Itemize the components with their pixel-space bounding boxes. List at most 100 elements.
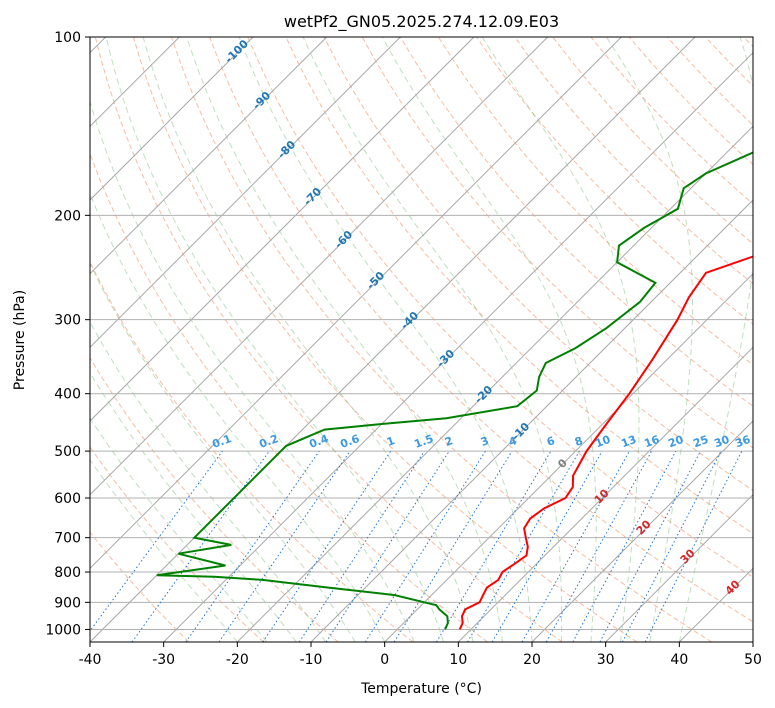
dry-adiabat xyxy=(399,37,753,407)
isotherm xyxy=(90,37,401,349)
mixing-ratio-line xyxy=(364,450,486,642)
isotherm xyxy=(90,37,696,642)
plot-frame xyxy=(89,36,754,643)
x-tick-label: -20 xyxy=(226,652,249,668)
mixing-ratio-line xyxy=(393,450,513,642)
dry-adiabat xyxy=(90,152,488,642)
dry-adiabat xyxy=(437,37,753,366)
moist-adiabat xyxy=(90,321,327,642)
mixing-ratio-label: 36 xyxy=(733,433,752,451)
moist-adiabat xyxy=(105,37,445,642)
moist-adiabat xyxy=(186,37,503,642)
isotherm xyxy=(384,272,753,642)
dewpoint-profile xyxy=(156,151,753,630)
mixing-ratio-label: 10 xyxy=(593,433,612,451)
moist-adiabat xyxy=(481,37,640,642)
mixing-ratio-label: 3 xyxy=(479,434,491,449)
y-tick-label: 600 xyxy=(54,491,81,507)
y-tick-label: 200 xyxy=(54,208,81,224)
dry-adiabat xyxy=(514,37,753,285)
y-tick-label: 100 xyxy=(54,30,81,46)
moist-adiabat xyxy=(606,37,693,642)
profile-lines xyxy=(156,151,753,630)
temperature-profile xyxy=(458,255,753,630)
isotherm xyxy=(90,37,475,422)
isotherm xyxy=(531,420,753,642)
moist-adiabat xyxy=(678,37,753,642)
isotherm xyxy=(457,346,753,642)
isotherm xyxy=(90,37,254,201)
moist-adiabat xyxy=(90,262,356,642)
isotherm xyxy=(236,125,753,642)
mixing-ratio-label: 8 xyxy=(573,434,585,449)
y-tick-label: 300 xyxy=(54,313,81,329)
moist-adiabat xyxy=(90,459,238,642)
mixing-ratio-line xyxy=(435,450,552,642)
y-tick-label: 900 xyxy=(54,595,81,611)
x-tick-label: -10 xyxy=(300,652,323,668)
moist-adiabat xyxy=(238,37,533,642)
plot-area: -100-90-80-70-60-50-40-30-20-10010203040… xyxy=(90,37,753,642)
moist-adiabat xyxy=(90,192,386,642)
x-tick-label: 20 xyxy=(523,652,541,668)
moist-adiabat xyxy=(302,37,563,642)
dry-adiabat xyxy=(361,37,753,449)
mixing-ratio-label: 0.6 xyxy=(338,432,361,451)
x-tick-label: 40 xyxy=(670,652,688,668)
mixing-ratio-label: 0.2 xyxy=(257,432,280,451)
mixing-ratio-label: 20 xyxy=(666,433,685,451)
moist-adiabat xyxy=(90,417,268,642)
dry-adiabat xyxy=(90,446,264,642)
dry-adiabat xyxy=(132,37,638,642)
mixing-ratio-label: 13 xyxy=(619,433,638,450)
dry-adiabat xyxy=(209,37,753,623)
isotherm xyxy=(310,199,753,642)
dry-adiabat xyxy=(90,356,339,642)
y-axis-title: Pressure (hPa) xyxy=(12,290,28,390)
dry-adiabat xyxy=(323,37,753,491)
x-tick-label: 50 xyxy=(744,652,762,668)
mixing-ratio-line xyxy=(491,450,603,642)
x-tick-label: 10 xyxy=(449,652,467,668)
mixing-ratio-line xyxy=(521,450,630,642)
isotherm xyxy=(163,51,753,642)
mixing-ratio-line xyxy=(545,450,653,642)
mixing-ratio-line xyxy=(218,450,351,642)
dry-adiabat xyxy=(94,37,563,642)
x-tick-label: -30 xyxy=(152,652,175,668)
y-tick-label: 400 xyxy=(54,387,81,403)
mixing-ratio-label: 0.4 xyxy=(307,432,330,451)
mixing-ratio-label: 2 xyxy=(443,434,455,449)
background-lines xyxy=(90,37,753,642)
y-tick-label: 500 xyxy=(54,444,81,460)
mixing-ratio-label: 6 xyxy=(545,434,557,449)
dry-adiabat xyxy=(285,37,753,535)
y-tick-label: 700 xyxy=(54,531,81,547)
mixing-ratio-label: 1.5 xyxy=(412,432,435,451)
x-axis-title: Temperature (°C) xyxy=(360,681,482,697)
x-tick-label: -40 xyxy=(79,652,102,668)
mixing-ratio-label: 16 xyxy=(642,433,661,451)
mixing-ratio-label: 30 xyxy=(712,433,731,451)
y-tick-label: 800 xyxy=(54,565,81,581)
isotherm xyxy=(90,37,549,496)
dry-adiabat xyxy=(171,37,712,642)
x-tick-label: 0 xyxy=(380,652,389,668)
isotherm xyxy=(90,37,328,275)
moist-adiabat xyxy=(381,37,597,642)
y-tick-label: 1000 xyxy=(45,622,81,638)
axes: -40 -30 -20 -10 0 10 20 30 40 5010020030040050060… xyxy=(45,30,762,668)
chart-title: wetPf2_GN05.2025.274.12.09.E03 xyxy=(284,12,559,32)
isotherm xyxy=(90,37,622,570)
mixing-ratio-label: 4 xyxy=(507,434,519,449)
mixing-ratio-line xyxy=(325,450,450,642)
mixing-ratio-label: 25 xyxy=(691,433,710,450)
dry-adiabat xyxy=(247,37,753,578)
mixing-ratio-line xyxy=(467,450,580,642)
mixing-ratio-label: 0.1 xyxy=(210,432,233,451)
mixing-ratio-line xyxy=(185,450,320,642)
dry-adiabat xyxy=(90,531,190,642)
isotherm xyxy=(605,493,753,642)
mixing-ratio-label: 1 xyxy=(385,434,397,449)
